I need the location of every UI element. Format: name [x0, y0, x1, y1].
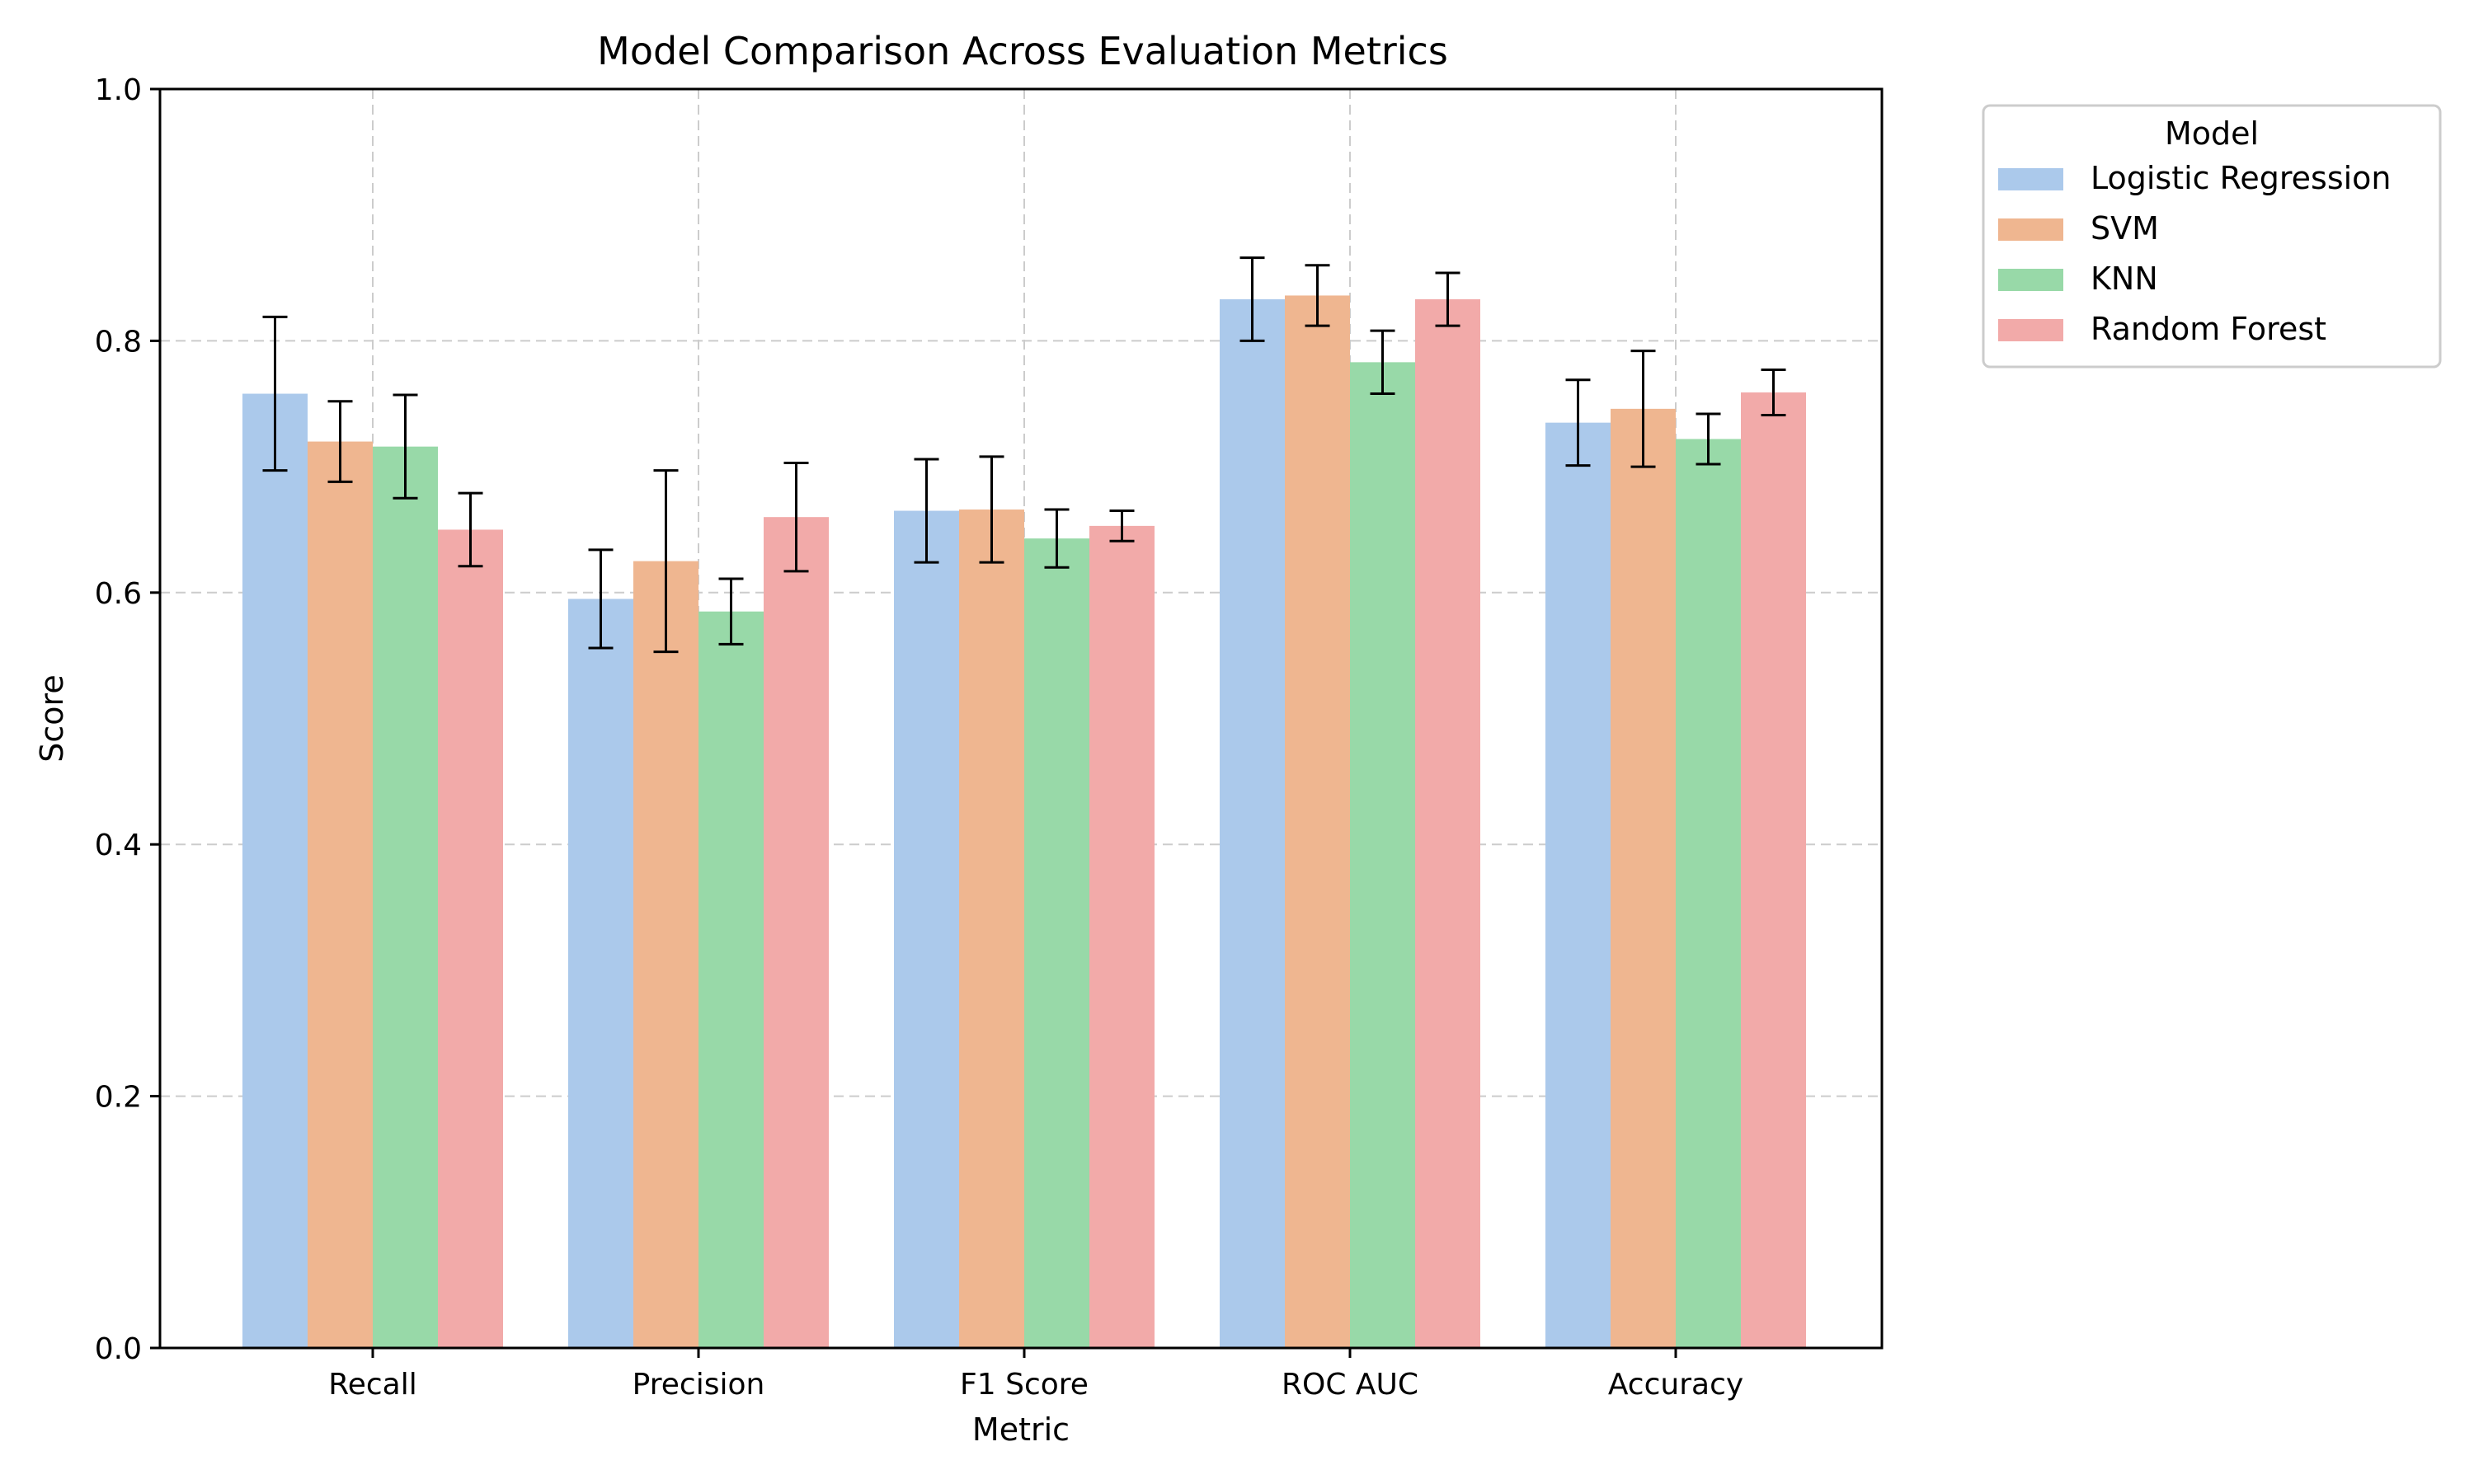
x-axis-label: Metric — [972, 1411, 1070, 1448]
bar — [1676, 439, 1741, 1348]
bars-layer — [242, 295, 1806, 1349]
legend-label: SVM — [2091, 210, 2159, 247]
bar — [1089, 525, 1155, 1348]
x-tick-label: Recall — [328, 1368, 416, 1402]
y-tick-label: 0.4 — [95, 829, 142, 862]
y-tick-label: 1.0 — [95, 73, 142, 107]
error-bars-layer — [262, 256, 1786, 654]
legend-title: Model — [2165, 115, 2259, 152]
x-tick-label: Precision — [633, 1368, 765, 1402]
y-tick-label: 0.6 — [95, 577, 142, 611]
bar — [1611, 408, 1676, 1348]
y-axis-label: Score — [34, 674, 70, 762]
axes-frame — [158, 87, 1884, 1350]
bar — [1545, 422, 1611, 1348]
legend-swatch — [1998, 168, 2063, 190]
bar — [308, 441, 373, 1348]
y-tick-label: 0.0 — [95, 1332, 142, 1366]
bar — [1024, 538, 1089, 1348]
legend-swatch — [1998, 269, 2063, 291]
bar — [242, 393, 308, 1349]
bar — [373, 446, 438, 1349]
bar — [959, 510, 1024, 1348]
x-tick-label: F1 Score — [960, 1368, 1089, 1402]
x-tick-label: Accuracy — [1608, 1368, 1743, 1402]
x-tick-label: ROC AUC — [1282, 1368, 1418, 1402]
bar — [764, 517, 829, 1348]
y-tick-label: 0.2 — [95, 1081, 142, 1115]
bar — [1350, 362, 1415, 1348]
bar — [1220, 299, 1285, 1348]
bar — [568, 599, 633, 1348]
chart-title: Model Comparison Across Evaluation Metri… — [597, 29, 1448, 73]
legend: Model Logistic Regression SVM KNN Random Fo… — [1982, 104, 2442, 369]
legend-items: Logistic Regression SVM KNN Random Forest — [1998, 160, 2392, 347]
bar — [633, 561, 698, 1348]
legend-swatch — [1998, 218, 2063, 241]
bar — [698, 611, 764, 1348]
legend-label: Random Forest — [2091, 311, 2326, 347]
legend-label: Logistic Regression — [2091, 160, 2392, 196]
legend-swatch — [1998, 319, 2063, 341]
ticks-layer: 0.0 0.2 0.4 0.6 0.8 1.0 Recall Precision F1 Scor… — [95, 73, 1743, 1402]
legend-box — [1982, 104, 2442, 369]
y-tick-label: 0.8 — [95, 325, 142, 359]
bar — [438, 529, 503, 1348]
bar — [1741, 392, 1806, 1349]
legend-label: KNN — [2091, 261, 2158, 297]
bar — [1415, 299, 1480, 1348]
bar — [1285, 295, 1350, 1349]
bar — [894, 510, 959, 1348]
